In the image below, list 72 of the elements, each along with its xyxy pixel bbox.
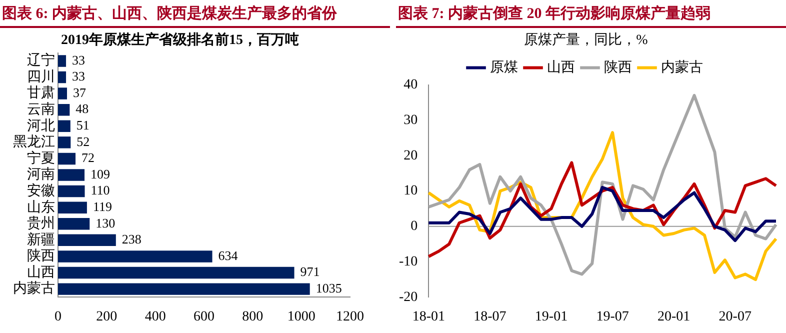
data-label: 238 <box>122 232 142 247</box>
bar <box>58 152 76 165</box>
x-tick-label: 1200 <box>336 309 364 324</box>
data-label: 51 <box>76 118 90 133</box>
data-label: 634 <box>218 248 238 263</box>
x-tick-label: 1000 <box>287 309 316 324</box>
data-label: 48 <box>76 101 89 116</box>
chart-subtitle: 原煤产量，同比，% <box>524 32 648 48</box>
data-label: 33 <box>72 52 86 68</box>
x-tick-label: 400 <box>144 309 166 324</box>
y-tick-label: 安徽 <box>27 182 55 199</box>
bar <box>58 266 294 279</box>
legend-label: 陕西 <box>604 59 632 76</box>
bar <box>58 202 87 214</box>
bar <box>58 71 66 84</box>
x-tick-label: 200 <box>96 309 118 324</box>
data-label: 130 <box>96 215 116 230</box>
data-label: 33 <box>72 68 86 84</box>
bar <box>58 55 66 67</box>
x-tick-label: 600 <box>194 309 214 324</box>
x-tick-label: 19-01 <box>534 309 568 324</box>
bar <box>58 185 85 198</box>
y-tick-label: 宁夏 <box>27 150 55 166</box>
y-tick-label: 山东 <box>27 199 55 216</box>
x-tick-label: 20-01 <box>658 309 690 324</box>
data-label: 119 <box>92 199 112 214</box>
data-label: 971 <box>300 264 320 280</box>
bar <box>58 283 310 295</box>
y-tick-label: 甘肃 <box>27 85 55 102</box>
bar <box>58 88 68 100</box>
data-label: 1035 <box>316 280 342 296</box>
y-tick-label: 陕西 <box>27 248 55 264</box>
bar <box>58 218 90 230</box>
data-label: 37 <box>73 84 87 100</box>
y-tick-label: 河南 <box>27 166 55 183</box>
x-tick-label: 19-07 <box>596 309 629 324</box>
data-label: 109 <box>90 166 110 182</box>
bar <box>58 120 70 132</box>
bar <box>58 136 71 148</box>
x-tick-label: 18-01 <box>412 309 445 324</box>
chart-subtitle: 2019年原煤生产省级排名前15，百万吨 <box>61 31 299 48</box>
chart-title: 图表 7: 内蒙古倒查 20 年行动影响原煤产量趋弱 <box>396 0 786 28</box>
x-tick-label: 800 <box>242 309 264 324</box>
legend-label: 山西 <box>547 59 575 76</box>
x-tick-label: 18-07 <box>474 309 506 324</box>
bar <box>58 169 85 181</box>
y-tick-label: 0 <box>410 219 418 234</box>
y-tick-label: 新疆 <box>27 232 55 248</box>
y-tick-label: -20 <box>398 290 418 305</box>
legend-label: 原煤 <box>490 59 518 76</box>
y-tick-label: 云南 <box>27 102 55 118</box>
y-tick-label: 黑龙江 <box>13 134 55 150</box>
y-tick-label: 内蒙古 <box>13 280 55 297</box>
data-label: 110 <box>90 182 110 198</box>
y-tick-label: 四川 <box>27 68 55 85</box>
y-tick-label: 贵州 <box>27 216 55 232</box>
y-tick-label: 40 <box>404 77 418 92</box>
y-tick-label: 30 <box>404 112 418 128</box>
y-tick-label: -10 <box>398 254 418 270</box>
data-label: 52 <box>76 134 90 149</box>
y-tick-label: 山西 <box>27 264 55 280</box>
data-label: 72 <box>82 150 95 166</box>
y-tick-label: 辽宁 <box>27 52 55 69</box>
legend-label: 内蒙古 <box>661 59 703 76</box>
bar <box>58 250 212 262</box>
x-tick-label: 20-07 <box>718 309 752 324</box>
bar <box>58 234 116 246</box>
y-tick-label: 河北 <box>27 118 55 134</box>
y-tick-label: 20 <box>404 148 418 164</box>
chart-title: 图表 6: 内蒙古、山西、陕西是煤炭生产最多的省份 <box>0 0 390 28</box>
y-tick-label: 10 <box>404 184 418 199</box>
bar <box>58 104 70 116</box>
